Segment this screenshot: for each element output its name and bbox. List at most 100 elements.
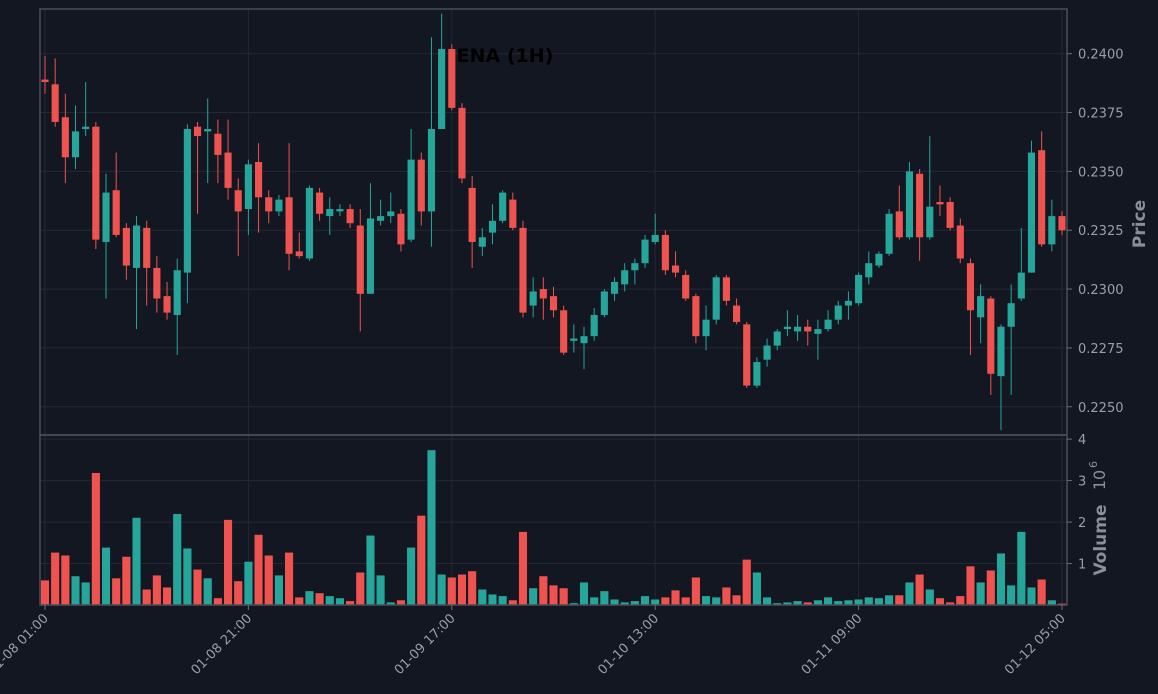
candle-body	[1017, 272, 1025, 299]
volume-bar	[294, 596, 304, 606]
candle-body	[936, 201, 944, 205]
candle-body	[417, 159, 425, 212]
volume-bar	[172, 513, 182, 606]
y-tick-label: 0.2350	[1078, 165, 1124, 180]
volume-bar	[731, 594, 742, 606]
volume-bar	[81, 581, 91, 606]
volume-bar	[243, 561, 253, 606]
volume-bar	[121, 556, 131, 606]
volume-bar	[742, 559, 752, 606]
candle-body	[549, 296, 558, 311]
candle-body	[834, 305, 842, 320]
volume-bar	[142, 588, 152, 606]
candle-body	[966, 263, 975, 311]
candle-body	[865, 263, 873, 278]
volume-bar	[284, 552, 294, 606]
volume-bar	[60, 554, 70, 606]
candle-body	[997, 326, 1005, 377]
volume-bar	[131, 517, 142, 606]
candle-body	[255, 161, 263, 198]
candle-body	[397, 213, 405, 245]
volume-bar	[681, 596, 691, 606]
volume-bar	[559, 587, 569, 606]
candle-body	[387, 211, 395, 217]
candle-body	[641, 239, 649, 264]
y-tick-label: 0.2300	[1078, 283, 1124, 298]
candle-body	[682, 274, 690, 299]
volume-bar	[1016, 531, 1026, 606]
candle-body	[346, 209, 354, 224]
candle-body	[214, 133, 222, 155]
volume-bar	[253, 534, 264, 606]
candle-body	[743, 324, 751, 386]
volume-bar	[986, 569, 996, 606]
candle-body	[153, 267, 161, 299]
candle-body	[1007, 303, 1015, 327]
volume-bar	[670, 589, 681, 606]
candle-body	[855, 274, 863, 304]
price-axis-label: Price	[1130, 200, 1150, 248]
candle-body	[193, 126, 202, 137]
volume-bar	[203, 577, 213, 606]
candle-body	[875, 253, 883, 266]
candle-body	[702, 319, 710, 337]
y-tick-label: 0.2400	[1078, 48, 1124, 63]
volume-bar	[711, 596, 721, 606]
candle-body	[783, 326, 791, 330]
volume-bar	[355, 571, 365, 606]
candle-body	[580, 336, 588, 344]
volume-bar	[182, 547, 192, 606]
volume-bar	[823, 596, 833, 606]
candle-body	[773, 331, 781, 346]
volume-bar	[406, 547, 416, 606]
volume-bar	[609, 598, 620, 606]
candle-body	[926, 206, 934, 238]
volume-bar	[376, 574, 386, 606]
volume-bar	[477, 588, 487, 606]
candle-body	[61, 117, 69, 158]
volume-bar	[70, 575, 81, 606]
candle-body	[763, 345, 771, 360]
volume-bar	[935, 597, 945, 606]
volume-bar	[325, 595, 335, 606]
volume-scale-base: 10	[1090, 470, 1109, 490]
candle-body	[631, 263, 639, 271]
candle-body	[519, 227, 527, 313]
candle-body	[692, 296, 700, 337]
candle-body	[661, 234, 669, 271]
volume-bar	[365, 535, 376, 606]
candle-body	[509, 199, 517, 228]
volume-bar	[447, 576, 457, 606]
candle-body	[1058, 216, 1066, 231]
candle-body	[570, 338, 578, 341]
volume-bar	[701, 595, 711, 606]
chart-title: ENA (1H)	[457, 45, 554, 67]
candle-body	[82, 126, 90, 130]
marks	[40, 13, 1067, 606]
candle-body	[488, 220, 497, 233]
candle-body	[41, 79, 49, 82]
volume-scale: 10 6	[1087, 461, 1109, 490]
candle-body	[366, 218, 374, 294]
volume-bar	[762, 596, 772, 606]
candle-body	[51, 84, 59, 122]
y-tick-label: 4	[1078, 433, 1086, 448]
volume-bar	[925, 588, 935, 606]
y-tick-label: 2	[1078, 516, 1086, 531]
volume-bar	[996, 552, 1006, 606]
candle-body	[712, 277, 720, 320]
volume-bar	[752, 571, 762, 606]
volume-bar	[955, 595, 965, 606]
candle-body	[590, 314, 598, 337]
candle-body	[102, 192, 110, 243]
candle-body	[427, 129, 436, 212]
candle-body	[112, 190, 120, 235]
y-tick-label: 0.2275	[1078, 342, 1124, 357]
candle-body	[468, 187, 476, 243]
volume-bar	[854, 598, 864, 606]
volume-bar	[111, 577, 121, 606]
candle-body	[733, 305, 741, 323]
candle-body	[621, 270, 629, 285]
candle-body	[163, 296, 171, 313]
